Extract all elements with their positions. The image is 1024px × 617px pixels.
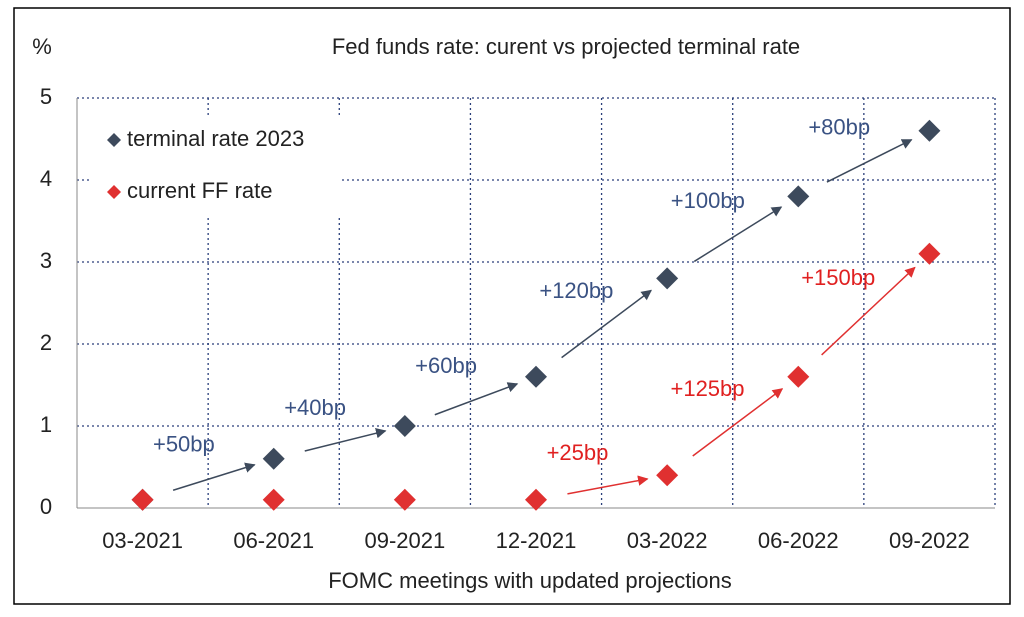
change-arrow [434, 382, 519, 416]
change-arrow [692, 388, 784, 457]
legend-marker [107, 133, 121, 147]
x-tick-label: 03-2021 [102, 528, 183, 553]
change-arrow [693, 206, 783, 263]
data-point [393, 488, 416, 511]
data-point [525, 365, 547, 388]
x-tick-label: 09-2022 [889, 528, 970, 553]
data-point [918, 242, 941, 265]
change-arrow [304, 428, 387, 452]
legend-label: terminal rate 2023 [127, 126, 304, 151]
legend-label: current FF rate [127, 178, 272, 203]
data-point [262, 447, 285, 470]
x-tick-label: 06-2021 [233, 528, 314, 553]
x-axis-label: FOMC meetings with updated projections [328, 568, 732, 593]
x-tick-label: 03-2022 [627, 528, 708, 553]
x-tick-label: 12-2021 [496, 528, 577, 553]
change-label: +125bp [670, 376, 744, 401]
y-tick-label: 0 [40, 494, 52, 519]
data-point [656, 464, 679, 487]
x-tick-label: 06-2022 [758, 528, 839, 553]
data-point [262, 488, 285, 511]
chart-title: Fed funds rate: curent vs projected term… [332, 34, 800, 59]
change-label: +50bp [153, 431, 215, 456]
data-point [131, 488, 154, 511]
data-point [918, 119, 941, 142]
frame [13, 7, 1011, 605]
data-point [525, 488, 547, 511]
y-tick-label: 1 [40, 412, 52, 437]
change-arrow [826, 139, 913, 183]
data-point [393, 415, 416, 437]
change-label: +100bp [671, 188, 745, 213]
change-arrow [172, 462, 256, 491]
change-arrow [567, 475, 649, 495]
change-arrow [821, 266, 916, 356]
y-tick-label: 4 [40, 166, 52, 191]
legend-background [90, 118, 340, 218]
data-point [787, 185, 810, 208]
x-tick-label: 09-2021 [364, 528, 445, 553]
y-tick-label: 3 [40, 248, 52, 273]
change-label: +80bp [808, 115, 870, 140]
data-point [787, 365, 810, 388]
change-label: +60bp [415, 353, 477, 378]
y-tick-label: 5 [40, 84, 52, 109]
y-tick-label: 2 [40, 330, 52, 355]
data-point [656, 267, 679, 290]
change-label: +150bp [801, 265, 875, 290]
y-axis-label: % [32, 34, 52, 59]
change-arrow [561, 289, 652, 359]
legend-marker [107, 185, 121, 199]
change-label: +120bp [539, 278, 613, 303]
change-label: +25bp [547, 440, 609, 465]
change-label: +40bp [284, 395, 346, 420]
